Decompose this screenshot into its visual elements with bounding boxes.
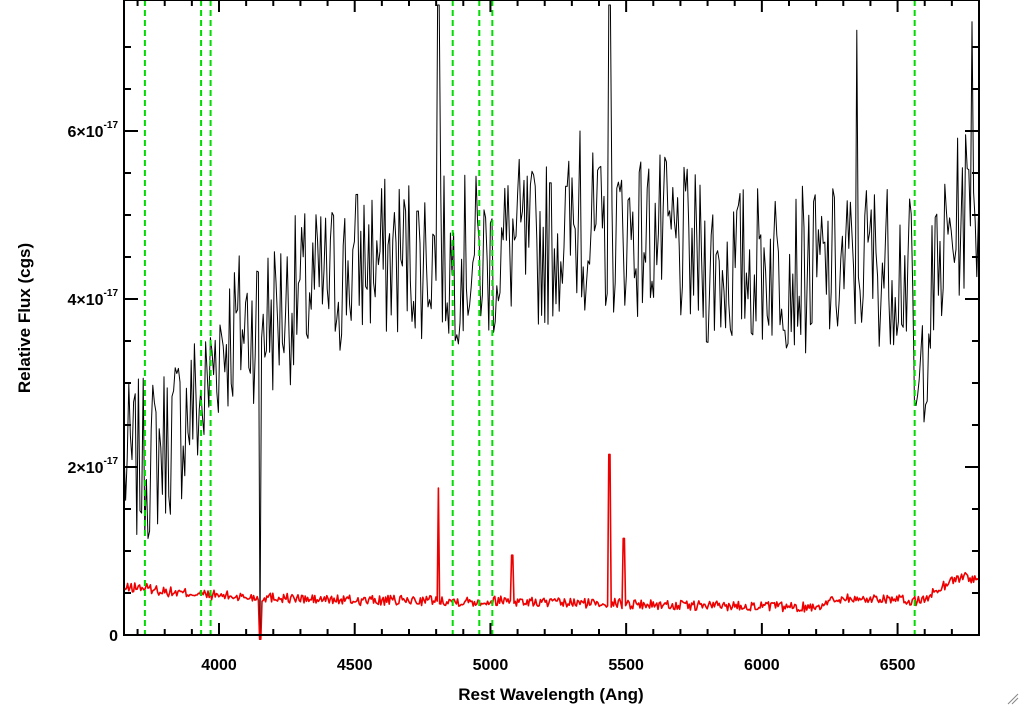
y-tick-label: 2×10-17 (68, 456, 119, 477)
x-tick-label: 4500 (337, 657, 373, 674)
x-axis-title: Rest Wavelength (Ang) (458, 685, 643, 704)
plot-frame (123, 0, 980, 636)
x-tick-label: 6000 (744, 657, 780, 674)
resize-grip-icon[interactable] (1007, 693, 1019, 705)
series-line-red (123, 453, 979, 641)
x-tick-label: 6500 (880, 657, 916, 674)
series-layer (123, 4, 979, 641)
x-tick-label: 4000 (201, 657, 237, 674)
x-tick-label: 5500 (608, 657, 644, 674)
y-tick-label: 0 (109, 628, 118, 645)
y-axis-title: Relative Flux (cgs) (15, 243, 34, 393)
x-axis: 4000 4500 5000 5500 6000 6500 (136, 0, 980, 674)
x-tick-label: 5000 (473, 657, 509, 674)
y-tick-label: 6×10-17 (68, 120, 119, 141)
y-axis: 0 2×10-17 4×10-17 6×10-17 (68, 46, 979, 645)
series-line-black (123, 4, 979, 636)
y-tick-label: 4×10-17 (68, 288, 119, 309)
vertical-markers (143, 0, 916, 635)
